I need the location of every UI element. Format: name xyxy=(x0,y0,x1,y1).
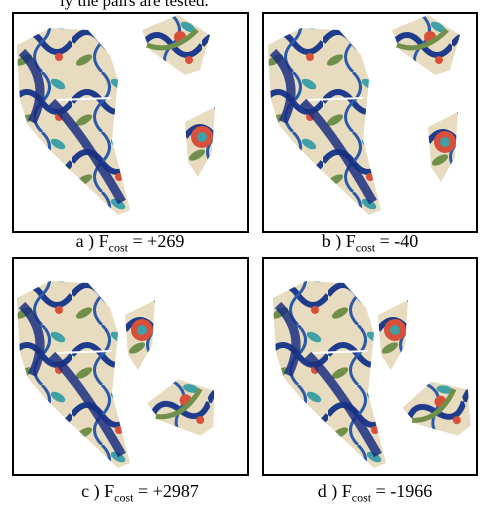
caption: c ) Fcost = +2987 xyxy=(20,481,260,505)
caption-value: = +269 xyxy=(128,231,184,251)
caption-label: d ) F xyxy=(318,481,352,501)
caption: d ) Fcost = -1966 xyxy=(255,481,485,505)
caption: b ) Fcost = -40 xyxy=(250,231,485,256)
caption-subscript: cost xyxy=(352,491,371,505)
caption-subscript: cost xyxy=(356,241,375,255)
caption-value: = -40 xyxy=(375,231,418,251)
caption-value: = -1966 xyxy=(371,481,432,501)
caption: a ) Fcost = +269 xyxy=(10,231,250,256)
caption-value: = +2987 xyxy=(134,481,199,501)
caption-subscript: cost xyxy=(114,491,133,505)
caption-label: b ) F xyxy=(322,231,356,251)
figure: ly the pairs are tested. xyxy=(0,0,485,505)
caption-label: a ) F xyxy=(76,231,109,251)
caption-subscript: cost xyxy=(109,241,128,255)
caption-label: c ) F xyxy=(81,481,114,501)
